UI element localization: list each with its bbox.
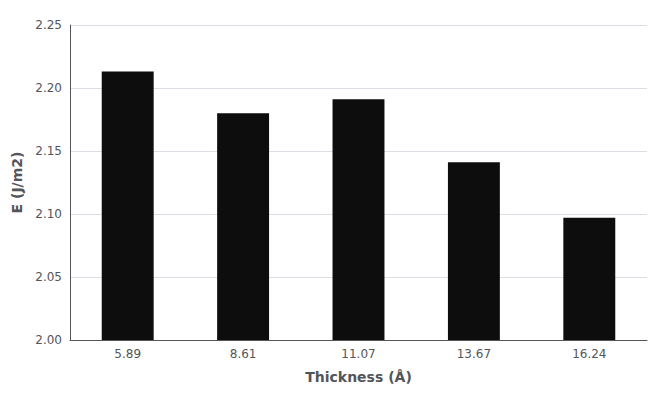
svg-text:2.25: 2.25	[35, 18, 62, 32]
svg-text:2.10: 2.10	[35, 207, 62, 221]
svg-text:16.24: 16.24	[572, 347, 606, 361]
svg-text:2.20: 2.20	[35, 81, 62, 95]
svg-text:13.67: 13.67	[457, 347, 491, 361]
svg-text:5.89: 5.89	[114, 347, 141, 361]
svg-text:8.61: 8.61	[230, 347, 257, 361]
svg-text:E (J/m2): E (J/m2)	[9, 152, 25, 214]
svg-text:2.15: 2.15	[35, 144, 62, 158]
svg-text:2.05: 2.05	[35, 270, 62, 284]
svg-text:Thickness (Å): Thickness (Å)	[305, 369, 412, 385]
svg-text:2.00: 2.00	[35, 333, 62, 347]
svg-text:11.07: 11.07	[341, 347, 375, 361]
